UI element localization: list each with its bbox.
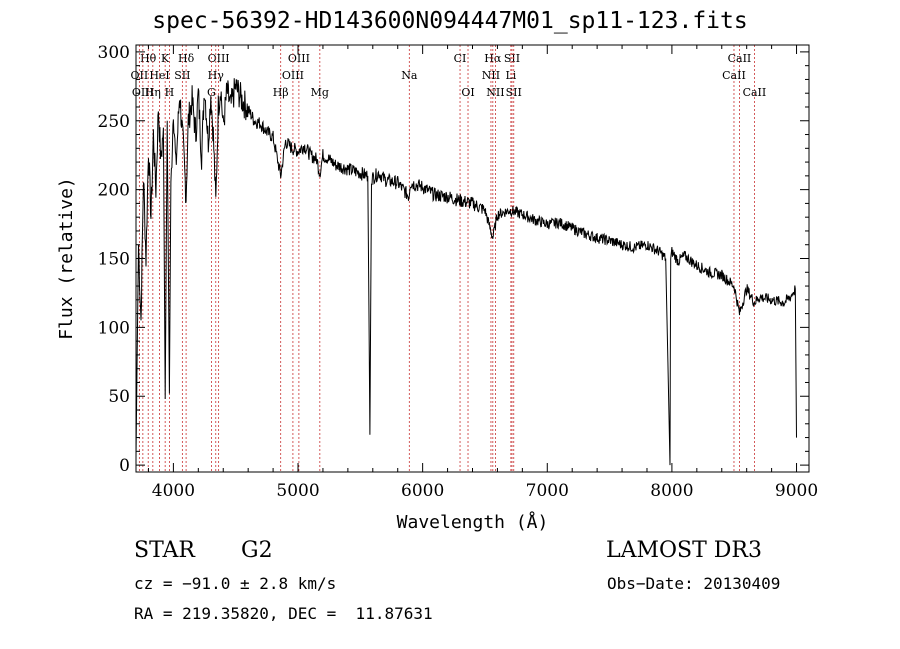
spectral-line-label: Hγ [208, 69, 225, 82]
x-tick-label: 5000 [276, 481, 319, 501]
y-tick-label: 200 [98, 181, 130, 201]
spectral-line-label: HeI [149, 69, 169, 82]
chart-title: spec-56392-HD143600N094447M01_sp11-123.f… [152, 8, 748, 34]
object-class: STAR [134, 538, 195, 563]
spectral-line-label: Na [401, 69, 418, 82]
spectral-line-label: OIII [288, 52, 310, 65]
spectral-line-label: NII [486, 86, 504, 99]
spectral-line-label: Hβ [273, 86, 289, 99]
axis-layer: 4000 5000 6000 7000 8000 9000 0 50 100 150 200 250 3… [98, 43, 819, 501]
y-tick-label: 250 [98, 112, 130, 132]
x-axis-label: Wavelength (Å) [397, 511, 549, 533]
spectral-line-label: Li [505, 69, 516, 82]
y-tick-label: 50 [108, 387, 130, 407]
spectral-line-label: SII [504, 52, 520, 65]
spectral-line-label: Hη [145, 86, 161, 99]
y-tick-label: 0 [119, 456, 130, 476]
y-tick-label: 100 [98, 318, 130, 338]
spectral-line-label: CaII [722, 69, 746, 82]
spectral-line-label: NII [482, 69, 500, 82]
y-tick-label: 300 [98, 43, 130, 63]
spectral-line-label: CI [454, 52, 467, 65]
spectral-line-label: OIII [282, 69, 304, 82]
spectral-line-label: Hδ [178, 52, 195, 65]
spectral-line-label: K [161, 52, 170, 65]
coordinates: RA = 219.35820, DEC = 11.87631 [134, 604, 433, 623]
spectral-line-label: SII [506, 86, 522, 99]
spectral-line-label: CaII [743, 86, 767, 99]
x-tick-label: 6000 [401, 481, 444, 501]
spectral-line-label: OIII [132, 86, 154, 99]
x-tick-label: 7000 [526, 481, 569, 501]
redshift-readout: cz = −91.0 ± 2.8 km/s [134, 574, 337, 593]
y-tick-label: 150 [98, 250, 130, 270]
plot-layer [135, 78, 797, 466]
survey-label: LAMOST DR3 [606, 538, 762, 563]
spectral-line-label: OII [131, 69, 149, 82]
spectral-line-label: CaII [728, 52, 752, 65]
spectrum-series-line [135, 78, 797, 466]
x-tick-label: 9000 [775, 481, 818, 501]
plot-frame [135, 44, 810, 473]
spectral-line-label: Hα [484, 52, 502, 65]
spectral-line-label: Mg [311, 86, 329, 99]
spectral-line-label: G [207, 86, 216, 99]
spectral-line-label: OIII [208, 52, 230, 65]
spectral-line-label: SII [174, 69, 190, 82]
y-axis-label: Flux (relative) [56, 177, 77, 340]
obs-date: Obs−Date: 20130409 [607, 574, 781, 593]
spectral-line-label: H [165, 86, 175, 99]
object-subclass: G2 [241, 538, 273, 563]
x-tick-label: 8000 [650, 481, 693, 501]
spectral-line-label: OI [461, 86, 474, 99]
x-tick-label: 4000 [152, 481, 195, 501]
